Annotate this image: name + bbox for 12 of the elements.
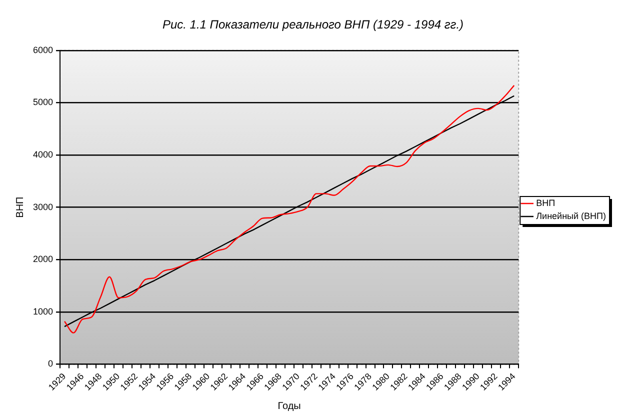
y-tick-label: 3000 (32, 202, 54, 212)
y-tick-label: 1000 (32, 306, 54, 316)
y-tick-label: 2000 (32, 254, 54, 264)
chart-title: Рис. 1.1 Показатели реального ВНП (1929 - 1994 гг.) (162, 18, 464, 32)
y-tick-label: 0 (48, 358, 54, 369)
y-axis-title: ВНП (14, 196, 26, 218)
legend-label: Линейный (ВНП) (536, 210, 606, 221)
x-axis-title: Годы (278, 400, 301, 412)
y-tick-label: 4000 (32, 149, 54, 160)
y-tick-label: 5000 (32, 97, 54, 108)
y-tick-label: 6000 (32, 44, 54, 55)
legend-label: ВНП (536, 198, 556, 208)
